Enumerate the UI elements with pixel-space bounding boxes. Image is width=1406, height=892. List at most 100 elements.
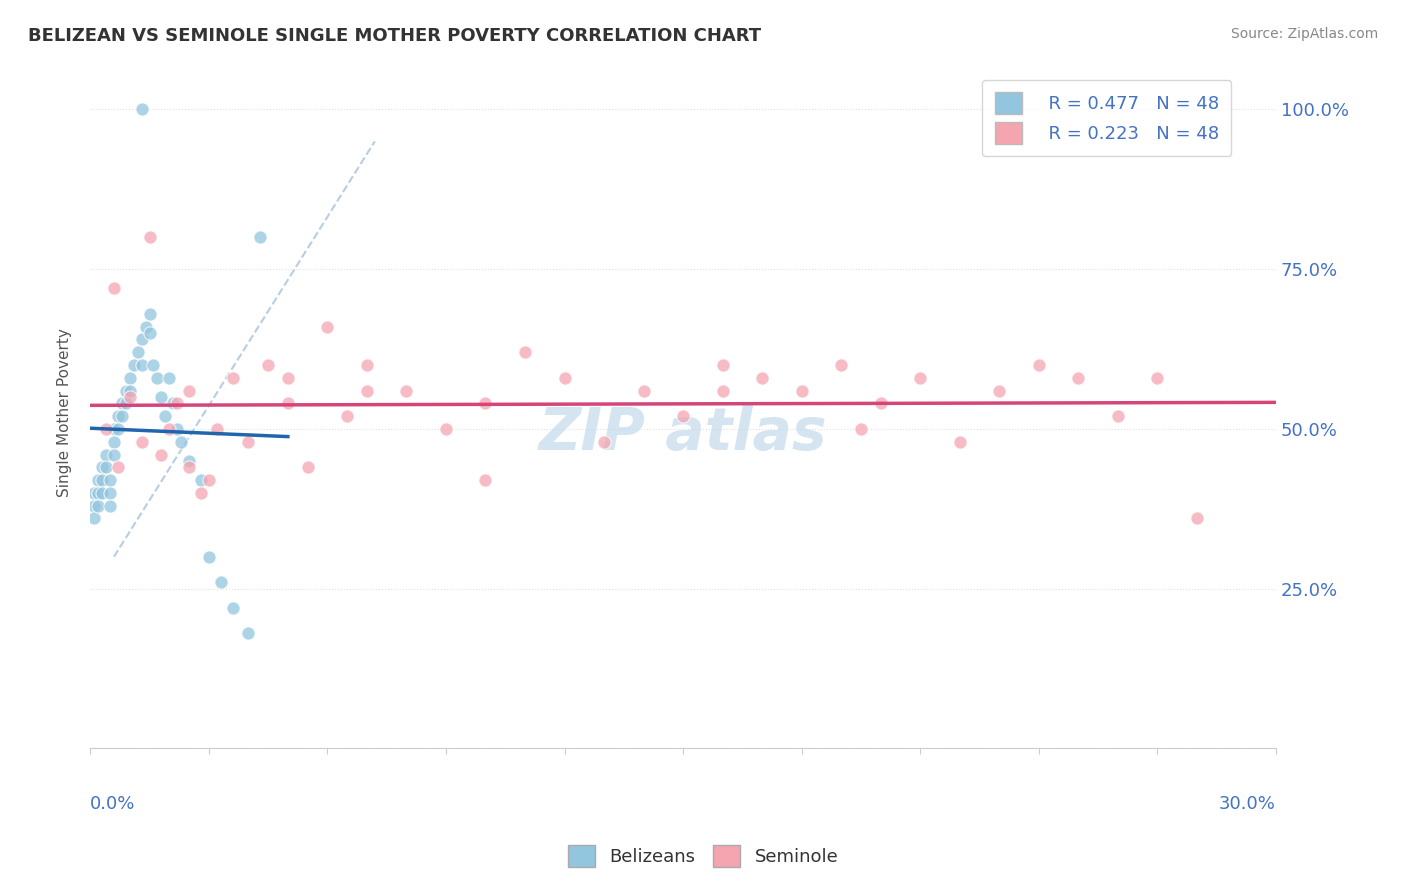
Point [131, 333, 153, 347]
Point [118, 390, 141, 404]
Point [83, 486, 105, 500]
Point [395, 384, 418, 398]
Point [751, 371, 773, 385]
Point [107, 409, 129, 424]
Point [988, 384, 1011, 398]
Point [316, 319, 339, 334]
Point [131, 103, 153, 117]
Point [356, 358, 378, 372]
Point [221, 600, 243, 615]
Point [138, 326, 160, 340]
Point [103, 422, 125, 436]
Point [336, 409, 359, 424]
Point [711, 358, 734, 372]
Point [91, 473, 114, 487]
Point [177, 384, 200, 398]
Point [138, 307, 160, 321]
Point [142, 358, 165, 372]
Point [257, 358, 280, 372]
Point [107, 460, 129, 475]
Point [190, 486, 212, 500]
Point [513, 345, 536, 359]
Point [209, 575, 232, 590]
Point [356, 384, 378, 398]
Point [131, 434, 153, 449]
Point [1146, 371, 1168, 385]
Point [131, 358, 153, 372]
Point [177, 460, 200, 475]
Point [111, 396, 134, 410]
Point [593, 434, 616, 449]
Point [162, 396, 184, 410]
Point [83, 511, 105, 525]
Point [157, 422, 180, 436]
Text: Source: ZipAtlas.com: Source: ZipAtlas.com [1230, 27, 1378, 41]
Point [98, 486, 121, 500]
Point [238, 434, 260, 449]
Point [150, 448, 173, 462]
Point [94, 460, 117, 475]
Point [87, 486, 110, 500]
Point [910, 371, 932, 385]
Point [118, 371, 141, 385]
Point [474, 396, 496, 410]
Point [474, 473, 496, 487]
Point [205, 422, 228, 436]
Point [166, 422, 188, 436]
Point [198, 473, 221, 487]
Point [157, 371, 180, 385]
Point [146, 371, 169, 385]
Point [1028, 358, 1050, 372]
Point [221, 371, 243, 385]
Point [1067, 371, 1090, 385]
Point [672, 409, 695, 424]
Point [277, 396, 299, 410]
Point [434, 422, 457, 436]
Point [166, 396, 188, 410]
Point [103, 434, 125, 449]
Text: 30.0%: 30.0% [1219, 796, 1277, 814]
Point [1185, 511, 1208, 525]
Text: BELIZEAN VS SEMINOLE SINGLE MOTHER POVERTY CORRELATION CHART: BELIZEAN VS SEMINOLE SINGLE MOTHER POVER… [28, 27, 761, 45]
Point [94, 422, 117, 436]
Point [135, 319, 157, 334]
Point [790, 384, 813, 398]
Point [190, 473, 212, 487]
Point [150, 390, 173, 404]
Point [1107, 409, 1129, 424]
Point [869, 396, 891, 410]
Legend: Belizeans, Seminole: Belizeans, Seminole [561, 838, 845, 874]
Point [633, 384, 655, 398]
Point [297, 460, 319, 475]
Legend:   R = 0.477   N = 48,   R = 0.223   N = 48: R = 0.477 N = 48, R = 0.223 N = 48 [983, 79, 1232, 156]
Point [949, 434, 972, 449]
Point [118, 384, 141, 398]
Point [170, 434, 193, 449]
Text: ZIP atlas: ZIP atlas [538, 405, 827, 461]
Point [238, 626, 260, 640]
Point [177, 454, 200, 468]
Point [91, 486, 114, 500]
Point [114, 384, 136, 398]
Point [94, 448, 117, 462]
Point [155, 409, 177, 424]
Point [103, 281, 125, 295]
Point [87, 473, 110, 487]
Point [122, 358, 145, 372]
Point [830, 358, 852, 372]
Y-axis label: Single Mother Poverty: Single Mother Poverty [58, 328, 72, 498]
Point [138, 230, 160, 244]
Point [554, 371, 576, 385]
Point [111, 409, 134, 424]
Point [277, 371, 299, 385]
Point [127, 345, 149, 359]
Point [114, 396, 136, 410]
Point [98, 499, 121, 513]
Point [249, 230, 271, 244]
Point [91, 460, 114, 475]
Point [83, 499, 105, 513]
Point [198, 549, 221, 564]
Point [849, 422, 872, 436]
Point [107, 422, 129, 436]
Text: 0.0%: 0.0% [90, 796, 135, 814]
